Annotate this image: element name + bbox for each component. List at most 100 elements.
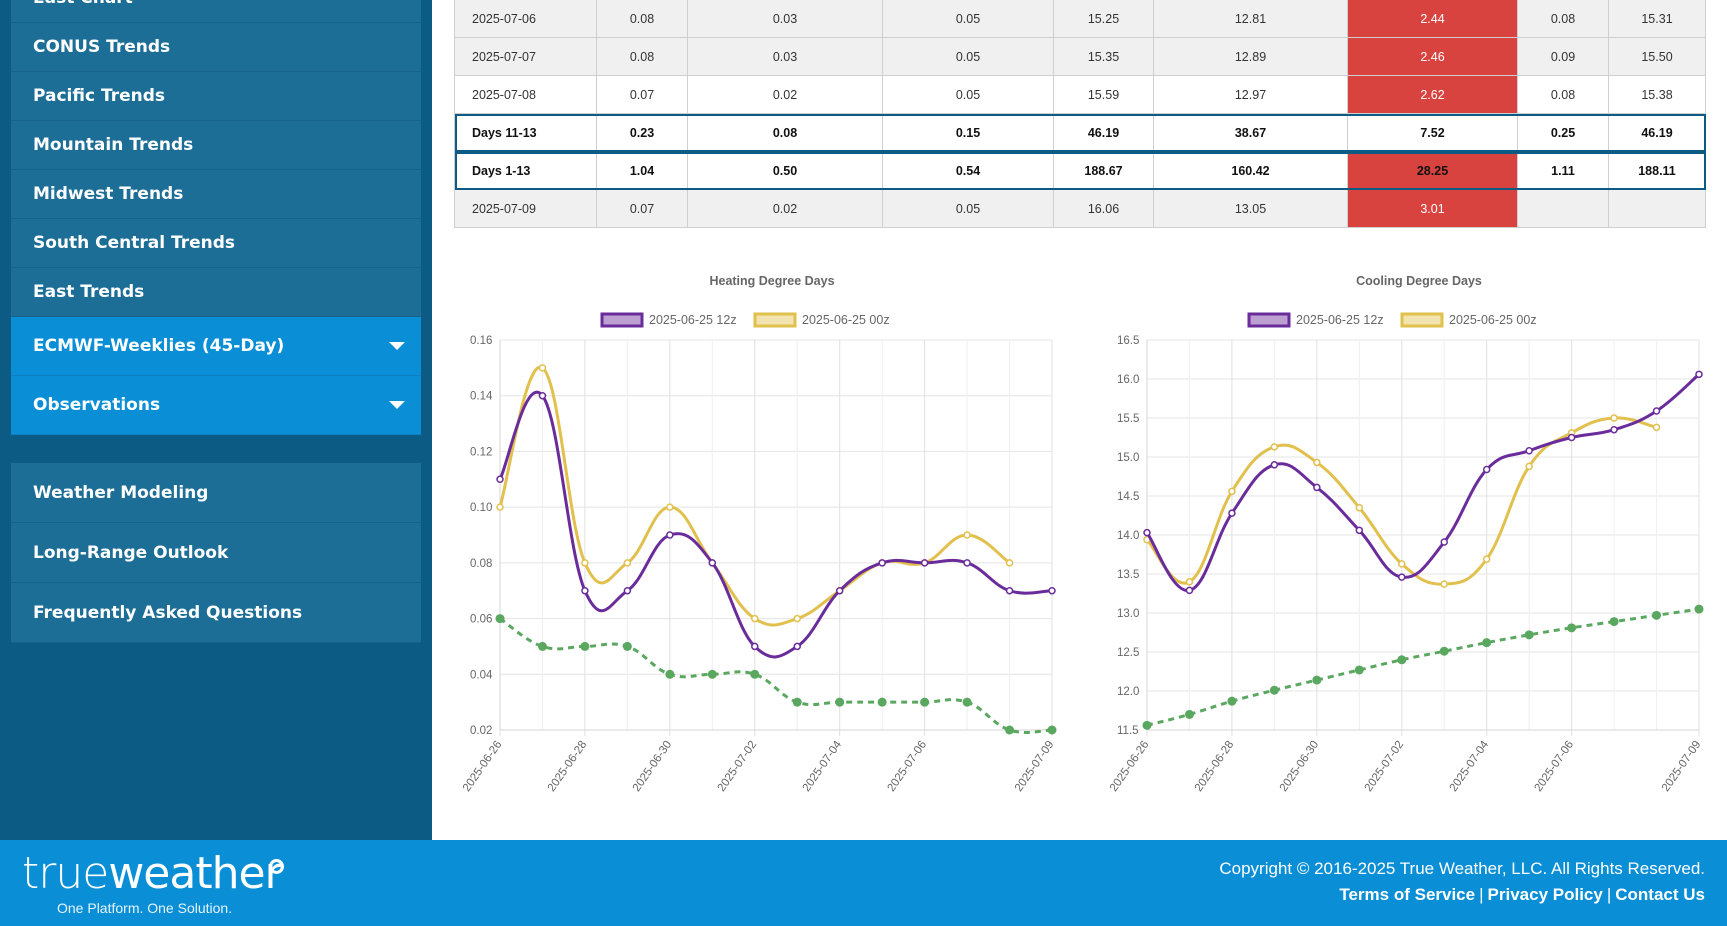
normal-series-point [495,614,505,624]
12z-series-point [751,642,759,651]
normal-series-point [835,697,845,707]
y-tick-label: 11.5 [1117,725,1139,737]
y-tick-label: 12.5 [1117,647,1139,659]
chevron-down-icon [389,401,405,409]
normal-series-point [665,669,675,679]
legend-swatch [753,312,797,328]
normal-series-line [499,617,1053,734]
nav-item-mountain-trends[interactable]: Mountain Trends [11,121,421,170]
nav-group-more: Weather Modeling Long-Range Outlook Freq… [11,463,421,643]
y-tick-label: 0.02 [470,725,492,737]
nav-item-weather-modeling[interactable]: Weather Modeling [11,463,421,523]
x-tick-label: 2025-06-30 [631,739,675,794]
table-cell: 0.08 [687,113,883,152]
12z-series-point [581,586,589,595]
normal-series-point [1047,725,1057,735]
table-row: Days 1-13 1.04 0.50 0.54 188.67 160.42 28.25 1.… [454,151,1706,190]
12z-series-point [1355,526,1364,535]
12z-series-point [623,586,632,595]
12z-series-point [1313,483,1321,492]
12z-series-line [498,390,1053,659]
y-tick-label: 13.0 [1117,608,1139,620]
table-cell: 160.42 [1153,151,1348,190]
12z-series-point [1695,370,1703,379]
trueweather-logo[interactable]: trueweather [22,848,283,900]
12z-series-point [963,559,971,567]
table-cell: 46.19 [1608,113,1706,152]
table-cell: 15.25 [1053,0,1154,38]
degree-symbol-icon [269,859,284,874]
normal-series-point [1694,604,1704,614]
y-tick-label: 0.08 [470,558,492,570]
normal-series-point [1184,709,1194,719]
00z-series-point [1482,555,1491,563]
y-tick-label: 15.0 [1117,452,1139,464]
nav-item-east-trends[interactable]: East Trends [11,268,421,317]
legend-swatch [1400,312,1444,328]
table-cell: 0.02 [687,75,883,114]
00z-series-point [1355,503,1364,512]
12z-series-point [1005,586,1014,595]
normal-series-point [1142,720,1152,730]
12z-series-point [1652,407,1661,415]
00z-series-point [623,559,632,567]
nav-item-observations[interactable]: Observations [11,376,421,435]
normal-series-point [1524,630,1534,640]
table-row-label: Days 11-13 [454,113,597,152]
table-cell: 188.67 [1053,151,1154,190]
x-tick-label: 2025-07-04 [1448,738,1492,794]
x-tick-label: 2025-07-09 [1013,739,1057,794]
12z-series-point [1048,586,1056,595]
nav-item-ecmwf-weeklies-label: ECMWF-Weeklies (45-Day) [33,336,285,356]
nav-item-observations-label: Observations [33,395,161,415]
nav-group-trends: East Chart CONUS Trends Pacific Trends M… [11,0,421,435]
12z-series-point [1440,538,1448,546]
table-cell: 0.02 [687,189,883,228]
degree-days-table: 2025-07-06 0.08 0.03 0.05 15.25 12.81 2.44 0.08… [454,0,1706,228]
x-tick-label: 2025-06-28 [1193,739,1237,794]
12z-series-point [1228,509,1236,517]
00z-series-point [1313,458,1321,467]
table-cell: 0.05 [882,0,1054,38]
table-cell: 0.54 [882,151,1054,190]
12z-series-point [1270,461,1279,469]
nav-item-midwest-trends[interactable]: Midwest Trends [11,170,421,219]
00z-series-point [1270,443,1279,451]
nav-item-conus-trends[interactable]: CONUS Trends [11,23,421,72]
footer-separator: | [1479,885,1484,904]
logo-text-true: true [22,848,109,899]
normal-series-point [707,669,717,679]
table-cell: 15.59 [1053,75,1154,114]
table-cell: 188.11 [1608,151,1706,190]
y-tick-label: 0.06 [470,614,492,626]
normal-series-point [1482,638,1492,648]
table-cell: 0.15 [882,113,1054,152]
nav-item-south-central-trends[interactable]: South Central Trends [11,219,421,268]
legend-swatch [1247,312,1291,328]
12z-series-point [835,586,844,595]
terms-of-service-link[interactable]: Terms of Service [1339,885,1476,904]
normal-series-point [1567,623,1577,633]
chevron-down-icon [389,342,405,350]
00z-series-point [1525,462,1533,471]
nav-item-pacific-trends[interactable]: Pacific Trends [11,72,421,121]
table-row-label: 2025-07-09 [454,189,597,228]
12z-series-point [1567,433,1576,442]
table-row: 2025-07-07 0.08 0.03 0.05 15.35 12.89 2.46 0.09… [454,37,1706,76]
nav-item-ecmwf-weeklies[interactable]: ECMWF-Weeklies (45-Day) [11,317,421,376]
legend-swatch [600,312,644,328]
table-cell: 12.81 [1153,0,1348,38]
footer: trueweather One Platform. One Solution. … [0,840,1727,926]
table-cell [1517,189,1609,228]
y-tick-label: 0.10 [470,502,492,514]
contact-us-link[interactable]: Contact Us [1615,885,1705,904]
privacy-policy-link[interactable]: Privacy Policy [1487,885,1603,904]
x-tick-label: 2025-06-26 [1108,739,1152,794]
nav-item-east-chart[interactable]: East Chart [11,0,421,23]
table-cell: 15.38 [1608,75,1706,114]
table-cell: 0.23 [596,113,688,152]
nav-item-long-range-outlook[interactable]: Long-Range Outlook [11,523,421,583]
copyright-text: Copyright © 2016-2025 True Weather, LLC.… [1219,859,1705,878]
heating-degree-days-chart: Heating Degree Days 2025-06-25 12z 2025-06… [461,274,1057,794]
nav-item-faq[interactable]: Frequently Asked Questions [11,583,421,643]
